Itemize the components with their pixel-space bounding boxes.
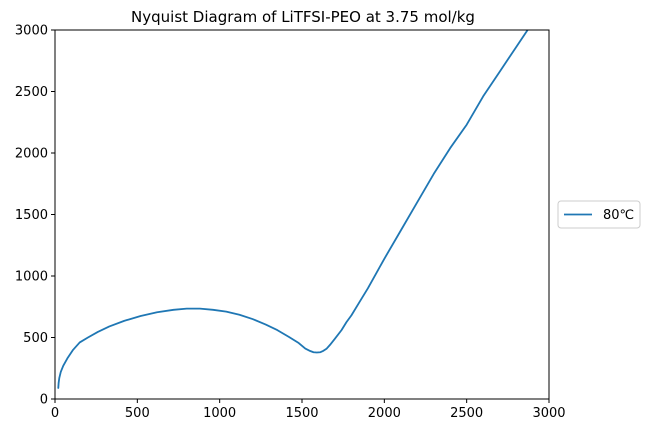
plot-frame — [54, 29, 550, 400]
chart-title: Nyquist Diagram of LiTFSI-PEO at 3.75 mo… — [131, 8, 475, 26]
y-tick-label: 1000 — [15, 270, 48, 285]
x-tick-label: 3000 — [532, 406, 565, 421]
x-tick-label: 1000 — [203, 406, 236, 421]
y-tick-label: 1500 — [15, 208, 48, 223]
legend: 80℃ — [557, 200, 641, 229]
x-tick-label: 1500 — [285, 406, 318, 421]
legend-box — [557, 200, 641, 229]
y-tick-label: 3000 — [15, 24, 48, 39]
y-tick-label: 2500 — [15, 85, 48, 100]
y-tick-label: 2000 — [15, 147, 48, 162]
axes: 0 500 1000 1500 2000 2500 3000 0 500 1000 1500 2000… — [15, 24, 566, 422]
x-tick-label: 0 — [51, 406, 59, 421]
x-tick-label: 500 — [125, 406, 150, 421]
x-tick-label: 2500 — [450, 406, 483, 421]
plot-area — [57, 30, 529, 389]
y-tick-label: 0 — [40, 393, 48, 408]
y-tick-label: 500 — [23, 331, 48, 346]
x-tick-label: 2000 — [368, 406, 401, 421]
series-line-0 — [57, 30, 529, 389]
legend-label-0: 80℃ — [603, 208, 634, 223]
